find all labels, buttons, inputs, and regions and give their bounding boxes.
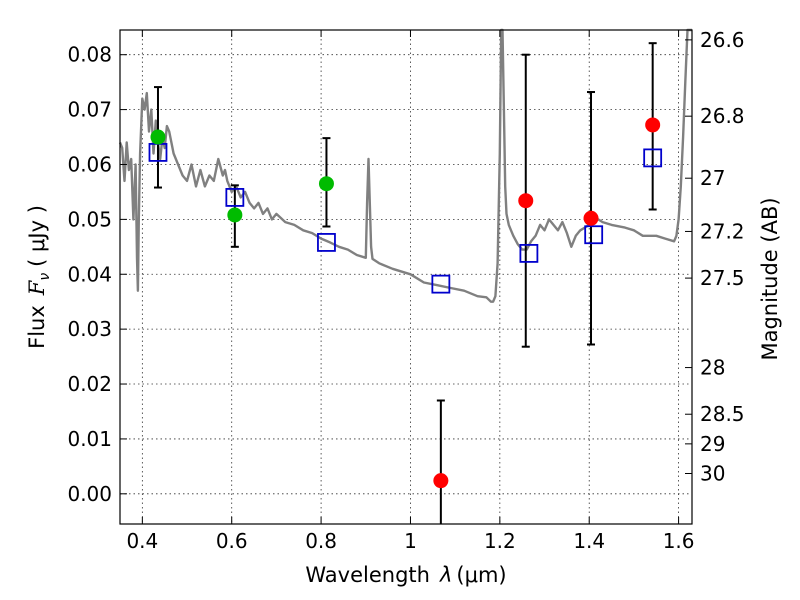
- y-tick-label: 0.04: [67, 262, 112, 286]
- model-flux-square: [584, 225, 604, 245]
- error-bars: [153, 42, 657, 524]
- right-tick-label: 27.2: [700, 219, 745, 243]
- right-tick-label: 29: [700, 432, 725, 456]
- observed-detection-point: [318, 176, 334, 192]
- observed-detection-point: [150, 129, 166, 145]
- y-axis-label-subscript: ν: [37, 273, 53, 281]
- right-axis-label: Magnitude (AB): [758, 197, 782, 360]
- observed-lowsn-point: [518, 193, 534, 209]
- y-axis-label-symbol: F: [25, 279, 49, 296]
- right-tick-label: 28.5: [700, 402, 745, 426]
- model-flux-square: [519, 243, 539, 263]
- x-axis-label: Wavelength λ (μm): [305, 563, 506, 587]
- x-tick-label: 1: [404, 529, 417, 553]
- y-tick-label: 0.03: [67, 317, 112, 341]
- model-spectrum-line: [118, 28, 692, 303]
- observed-lowsn-point: [433, 473, 449, 489]
- right-tick-label: 26.8: [700, 104, 745, 128]
- right-tick-label: 28: [700, 356, 725, 380]
- x-tick-label: 1.4: [573, 529, 605, 553]
- observed-lowsn-point: [645, 117, 661, 133]
- x-tick-label: 1.6: [663, 529, 695, 553]
- x-axis-ticks: 0.4 0.6 0.8 1 1.2 1.4 1.6: [126, 30, 695, 553]
- y-axis-ticks: 0.00 0.01 0.02 0.03 0.04 0.05 0.06 0.07 0.08: [67, 43, 127, 506]
- y-axis-label-text: Flux: [25, 305, 49, 349]
- x-tick-label: 0.6: [216, 529, 248, 553]
- x-tick-label: 1.2: [484, 529, 516, 553]
- observed-lowsn-point: [583, 210, 599, 226]
- observed-detection-point: [227, 207, 243, 223]
- y-tick-label: 0.06: [67, 152, 112, 176]
- x-tick-label: 0.8: [305, 529, 337, 553]
- y-tick-label: 0.05: [67, 207, 112, 231]
- right-axis-ticks: 26.6 26.8 27 27.2 27.5 28 28.5 29 30: [685, 28, 745, 486]
- y-tick-label: 0.02: [67, 372, 112, 396]
- y-axis-label: Flux Fν ( μJy ): [25, 205, 53, 349]
- y-axis-label-unit: ( μJy ): [25, 205, 49, 267]
- model-flux-square: [225, 188, 245, 207]
- right-tick-label: 27: [700, 166, 725, 190]
- y-tick-label: 0.01: [67, 427, 112, 451]
- plot-frame: [119, 29, 693, 525]
- x-tick-label: 0.4: [126, 529, 158, 553]
- model-spectrum: [118, 28, 692, 303]
- grid-lines: [120, 30, 692, 524]
- x-axis-label-unit: (μm): [456, 563, 506, 587]
- y-tick-label: 0.07: [67, 98, 112, 122]
- model-flux-square: [317, 233, 336, 252]
- right-tick-label: 27.5: [700, 266, 745, 290]
- observed-detection-points: [150, 129, 334, 223]
- right-tick-label: 26.6: [700, 28, 745, 52]
- x-axis-label-text: Wavelength: [305, 563, 430, 587]
- right-tick-label: 30: [700, 462, 725, 486]
- model-flux-square: [643, 148, 663, 168]
- model-flux-square: [431, 274, 451, 294]
- observed-lowsn-points: [433, 117, 661, 489]
- x-axis-label-symbol: λ: [439, 563, 452, 587]
- y-tick-label: 0.00: [67, 482, 112, 506]
- y-tick-label: 0.08: [67, 43, 112, 67]
